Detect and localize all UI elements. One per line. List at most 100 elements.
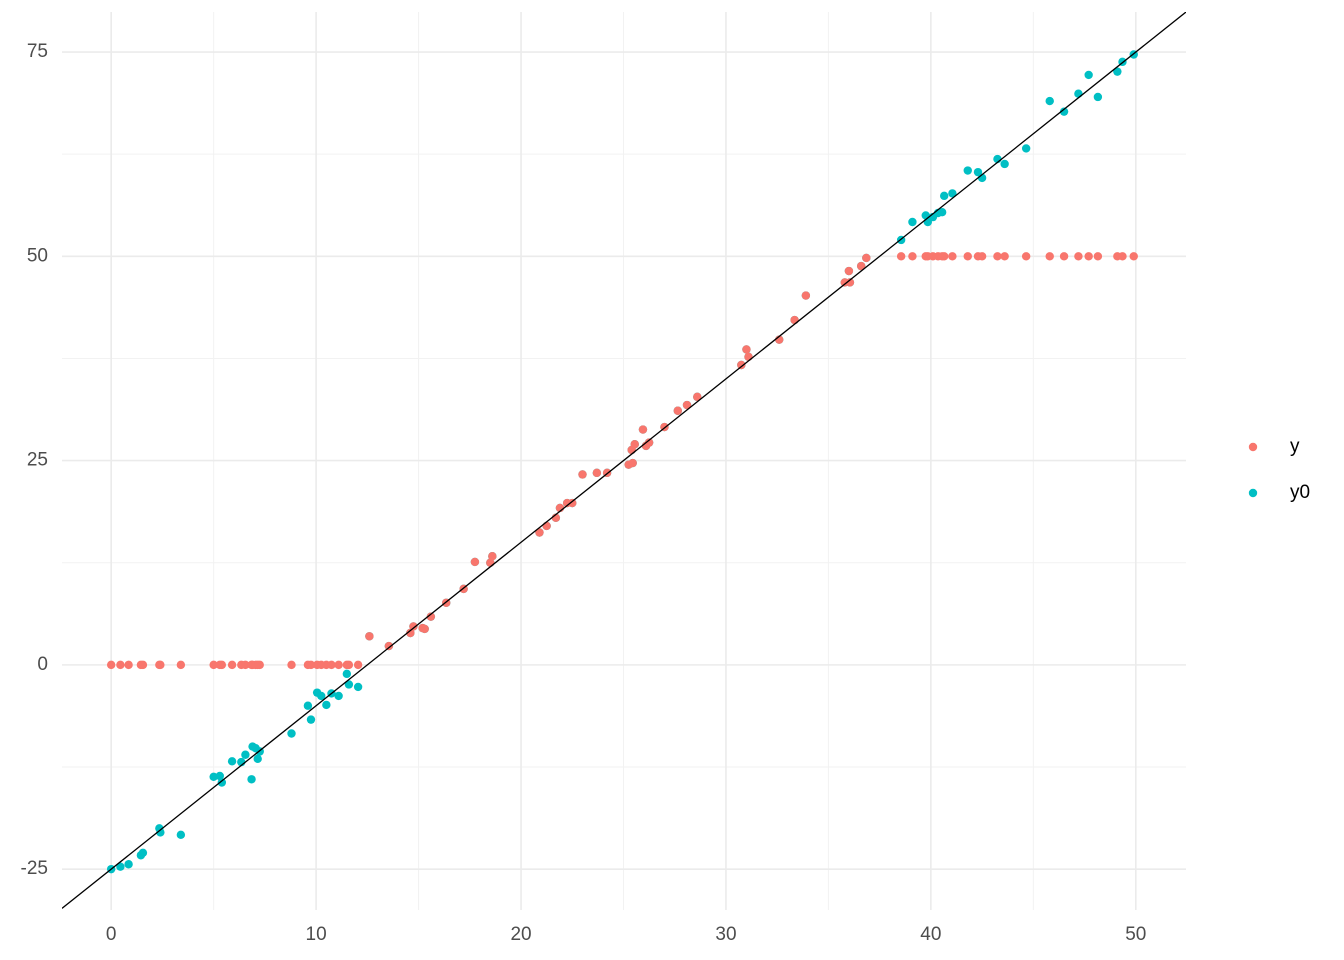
grid: 0 10 20 30 40 50 -25 0 25 50 75 [21, 12, 1186, 945]
point [317, 691, 326, 701]
point [742, 345, 751, 354]
point [342, 669, 352, 679]
legend-label: y0 [1290, 482, 1310, 503]
point [253, 754, 262, 764]
point [1045, 96, 1054, 106]
point [255, 660, 264, 670]
legend-key [1248, 488, 1258, 498]
point [217, 778, 227, 787]
x-tick-label: 0 [106, 924, 117, 945]
point [993, 252, 1002, 261]
legend-label: y [1290, 436, 1300, 457]
point [737, 360, 746, 370]
point [247, 775, 256, 784]
x-tick-label: 50 [1125, 924, 1146, 945]
point [937, 207, 947, 217]
point [176, 660, 186, 670]
point [542, 521, 551, 531]
point [303, 701, 313, 710]
reference-line [62, 12, 1186, 909]
point [844, 266, 854, 276]
point [327, 660, 336, 670]
point [908, 252, 917, 261]
point [365, 632, 374, 641]
point [1084, 252, 1093, 261]
point [124, 660, 133, 670]
point [138, 848, 148, 858]
point [535, 528, 544, 537]
point [344, 660, 354, 670]
point [215, 771, 224, 781]
point [801, 291, 811, 300]
point [1093, 92, 1103, 102]
point [845, 278, 855, 287]
point [384, 641, 394, 651]
point [241, 660, 250, 670]
point [644, 438, 654, 447]
y-tick-label: 0 [37, 654, 48, 675]
point [568, 498, 577, 508]
point [790, 315, 799, 325]
point [306, 660, 316, 670]
point [209, 660, 218, 670]
point [939, 252, 949, 261]
point [287, 660, 296, 670]
y-tick-label: 50 [27, 245, 48, 266]
y-tick-label: -25 [21, 858, 48, 879]
point [227, 660, 237, 670]
point [1021, 144, 1031, 153]
point [176, 830, 186, 840]
point [156, 660, 165, 670]
point [406, 628, 415, 638]
y-tick-label: 25 [27, 450, 48, 471]
point [1084, 70, 1093, 80]
y-tick-label: 75 [27, 41, 48, 62]
point [1118, 252, 1127, 261]
point [856, 261, 866, 271]
legend-key [1248, 442, 1258, 452]
legend: y y0 [1248, 436, 1310, 503]
point [1021, 252, 1031, 261]
point [334, 660, 343, 670]
x-tick-label: 40 [920, 924, 941, 945]
point [1074, 89, 1083, 98]
point [963, 166, 972, 175]
point [116, 660, 125, 670]
point [862, 253, 871, 263]
point [1074, 252, 1083, 261]
point [896, 252, 906, 261]
point [948, 189, 957, 198]
point [630, 440, 639, 449]
point [488, 551, 497, 561]
point [227, 757, 237, 766]
x-tick-label: 20 [510, 924, 531, 945]
point [124, 860, 133, 869]
point [673, 406, 682, 415]
point [334, 691, 343, 701]
point [638, 425, 648, 434]
point [287, 729, 296, 738]
point [470, 557, 480, 567]
x-tick-label: 30 [715, 924, 736, 945]
point [306, 715, 316, 724]
point [1129, 252, 1138, 261]
point [744, 352, 753, 362]
point [106, 660, 116, 670]
point [1059, 107, 1069, 116]
point [209, 772, 218, 782]
point [156, 828, 165, 837]
point [908, 217, 917, 227]
point [948, 252, 957, 261]
point [977, 252, 987, 261]
point [963, 252, 972, 261]
point [353, 682, 363, 692]
point [344, 680, 354, 689]
x-tick-label: 10 [306, 924, 327, 945]
point [420, 624, 429, 634]
point [322, 700, 331, 710]
point [578, 470, 587, 479]
point [592, 468, 602, 478]
point [939, 191, 949, 201]
point [1093, 252, 1103, 261]
